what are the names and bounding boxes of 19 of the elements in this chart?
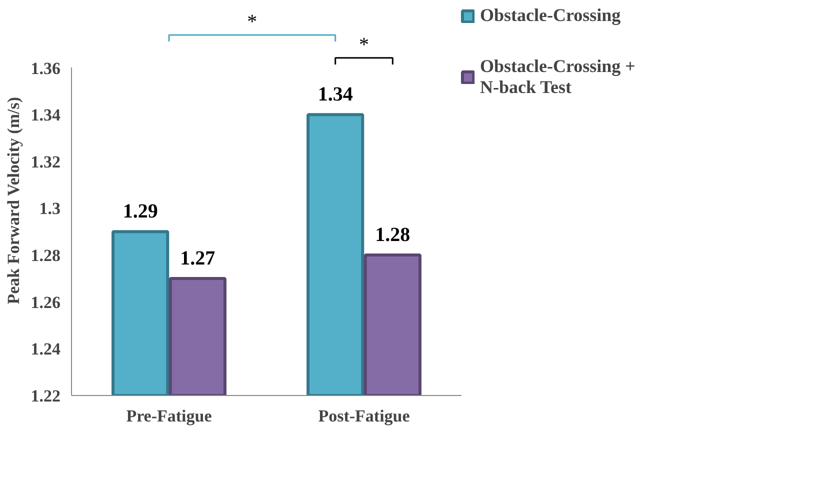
y-tick-label: 1.24 <box>30 340 61 359</box>
text: * <box>359 34 369 56</box>
y-tick-label: 1.3 <box>39 199 60 218</box>
y-axis-title: Peak Forward Velocity (m/s) <box>4 97 23 304</box>
data-label: 1.34 <box>318 84 353 106</box>
legend-label: Obstacle-Crossing + N-back Test <box>480 56 636 98</box>
x-tick-label: Post-Fatigue <box>318 406 410 426</box>
data-label: 1.27 <box>180 247 216 270</box>
legend-label: Obstacle-Crossing <box>480 5 621 26</box>
y-tick-label: 1.22 <box>30 386 60 406</box>
data-label: 1.28 <box>375 224 410 246</box>
data-label: 1.29 <box>122 200 158 223</box>
y-tick-label: 1.26 <box>30 292 60 312</box>
text: * <box>247 10 258 33</box>
x-tick-label: Pre-Fatigue <box>126 406 212 426</box>
y-tick-label: 1.36 <box>30 58 60 78</box>
y-tick-label: 1.28 <box>30 246 60 266</box>
y-tick-label: 1.32 <box>30 152 60 172</box>
y-tick-label: 1.34 <box>30 106 61 125</box>
